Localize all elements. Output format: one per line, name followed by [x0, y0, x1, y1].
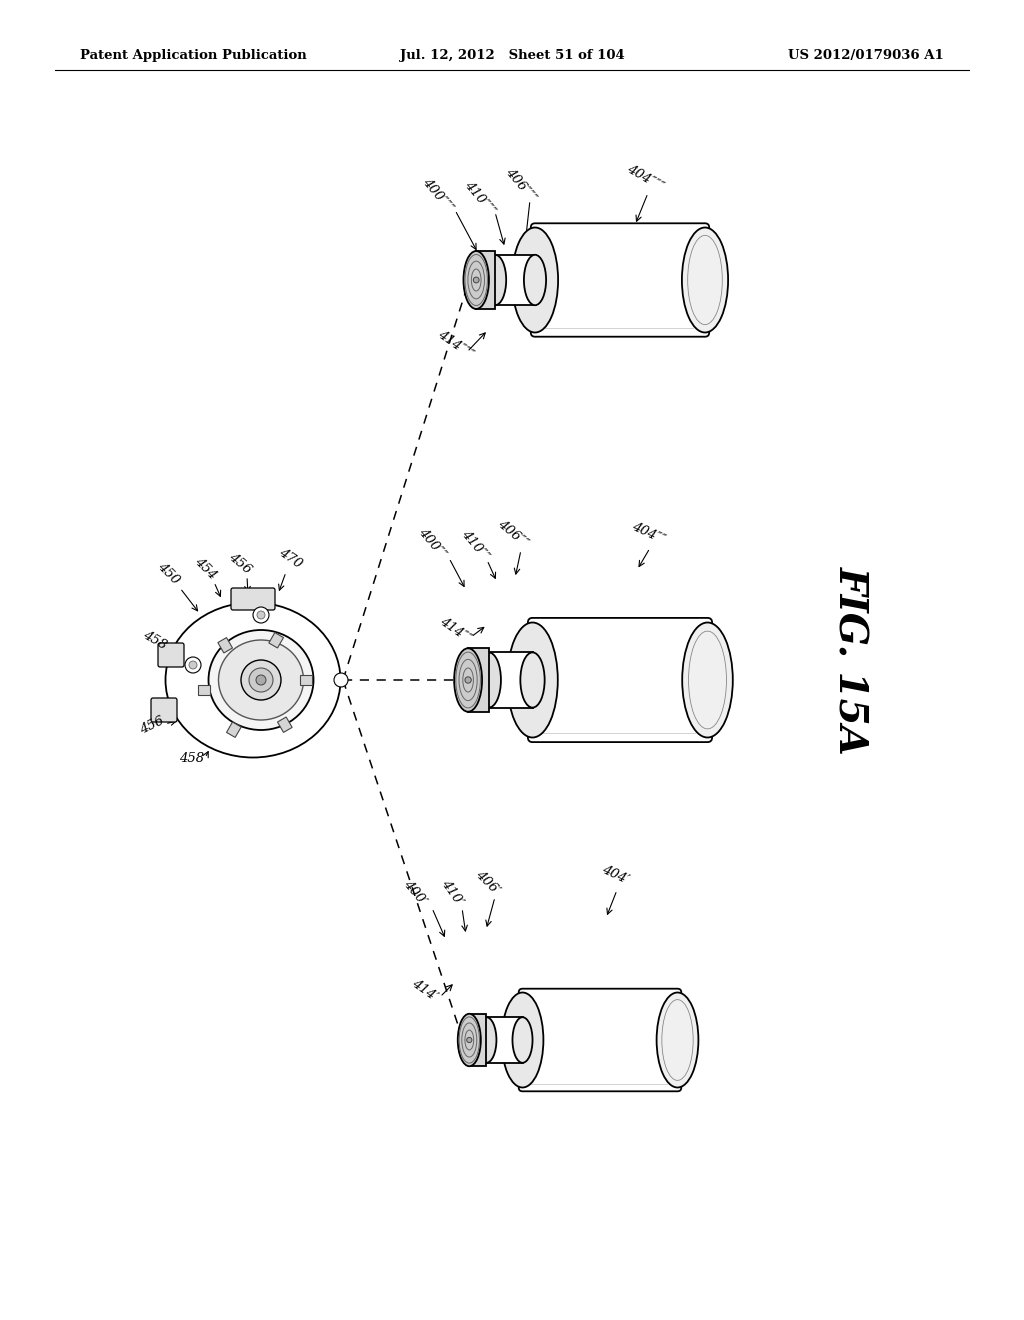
Ellipse shape [166, 602, 341, 758]
Circle shape [241, 660, 281, 700]
Text: 406″″: 406″″ [496, 517, 530, 550]
Bar [198, 685, 210, 696]
FancyBboxPatch shape [231, 587, 275, 610]
Ellipse shape [476, 652, 501, 708]
Text: 410″″: 410″″ [459, 528, 492, 562]
Text: 410′: 410′ [438, 878, 465, 908]
Bar [269, 632, 284, 648]
Circle shape [257, 611, 265, 619]
Text: 414′: 414′ [410, 977, 440, 1003]
Ellipse shape [512, 227, 558, 333]
Bar [495, 255, 535, 305]
Ellipse shape [688, 631, 726, 729]
Text: US 2012/0179036 A1: US 2012/0179036 A1 [788, 49, 944, 62]
Bar [488, 652, 532, 708]
Ellipse shape [464, 251, 488, 309]
FancyBboxPatch shape [151, 698, 177, 722]
Circle shape [256, 675, 266, 685]
Ellipse shape [467, 1038, 472, 1043]
Circle shape [185, 657, 201, 673]
Text: 456: 456 [226, 550, 254, 576]
Text: 406″″″: 406″″″ [503, 165, 539, 205]
Ellipse shape [218, 640, 303, 719]
Ellipse shape [682, 623, 733, 738]
Text: 414″″″: 414″″″ [435, 329, 475, 362]
Ellipse shape [662, 999, 693, 1080]
Circle shape [249, 668, 273, 692]
Ellipse shape [476, 1018, 497, 1063]
Ellipse shape [688, 235, 722, 325]
FancyBboxPatch shape [158, 643, 184, 667]
Text: FIG. 15A: FIG. 15A [831, 566, 869, 754]
Bar [218, 638, 232, 653]
Ellipse shape [507, 623, 558, 738]
Ellipse shape [682, 227, 728, 333]
Ellipse shape [454, 648, 482, 711]
Text: 404″″: 404″″ [630, 520, 667, 546]
Text: 400″″″: 400″″″ [420, 176, 456, 215]
Ellipse shape [524, 255, 546, 305]
FancyBboxPatch shape [519, 989, 681, 1092]
Bar [468, 648, 488, 711]
Bar [486, 1018, 522, 1063]
Ellipse shape [465, 677, 471, 684]
Text: 470: 470 [276, 545, 304, 570]
Text: 458: 458 [179, 751, 205, 764]
Bar [300, 675, 312, 685]
Text: Jul. 12, 2012   Sheet 51 of 104: Jul. 12, 2012 Sheet 51 of 104 [399, 49, 625, 62]
Text: 454: 454 [191, 554, 218, 582]
Ellipse shape [209, 630, 313, 730]
Bar [278, 717, 292, 733]
Circle shape [334, 673, 348, 686]
Text: 456: 456 [138, 715, 166, 737]
Ellipse shape [512, 1018, 532, 1063]
Bar [226, 722, 242, 738]
Ellipse shape [484, 255, 506, 305]
Text: 414″″: 414″″ [437, 615, 473, 645]
Text: Patent Application Publication: Patent Application Publication [80, 49, 307, 62]
Text: 406′: 406′ [472, 867, 502, 896]
Text: 410″″″: 410″″″ [462, 178, 498, 218]
Text: 450: 450 [155, 560, 181, 586]
Ellipse shape [458, 1014, 481, 1067]
FancyBboxPatch shape [528, 618, 712, 742]
Circle shape [189, 661, 197, 669]
Circle shape [253, 607, 269, 623]
Ellipse shape [502, 993, 544, 1088]
Text: 404″″″: 404″″″ [625, 162, 666, 194]
Ellipse shape [520, 652, 545, 708]
Text: 404′: 404′ [599, 863, 631, 887]
Bar [469, 1014, 486, 1067]
Ellipse shape [656, 993, 698, 1088]
Text: 458: 458 [141, 628, 169, 652]
Text: 400′: 400′ [401, 878, 429, 908]
FancyBboxPatch shape [530, 223, 710, 337]
Bar [476, 251, 495, 309]
Text: 400″″: 400″″ [416, 525, 449, 561]
Ellipse shape [473, 277, 479, 282]
